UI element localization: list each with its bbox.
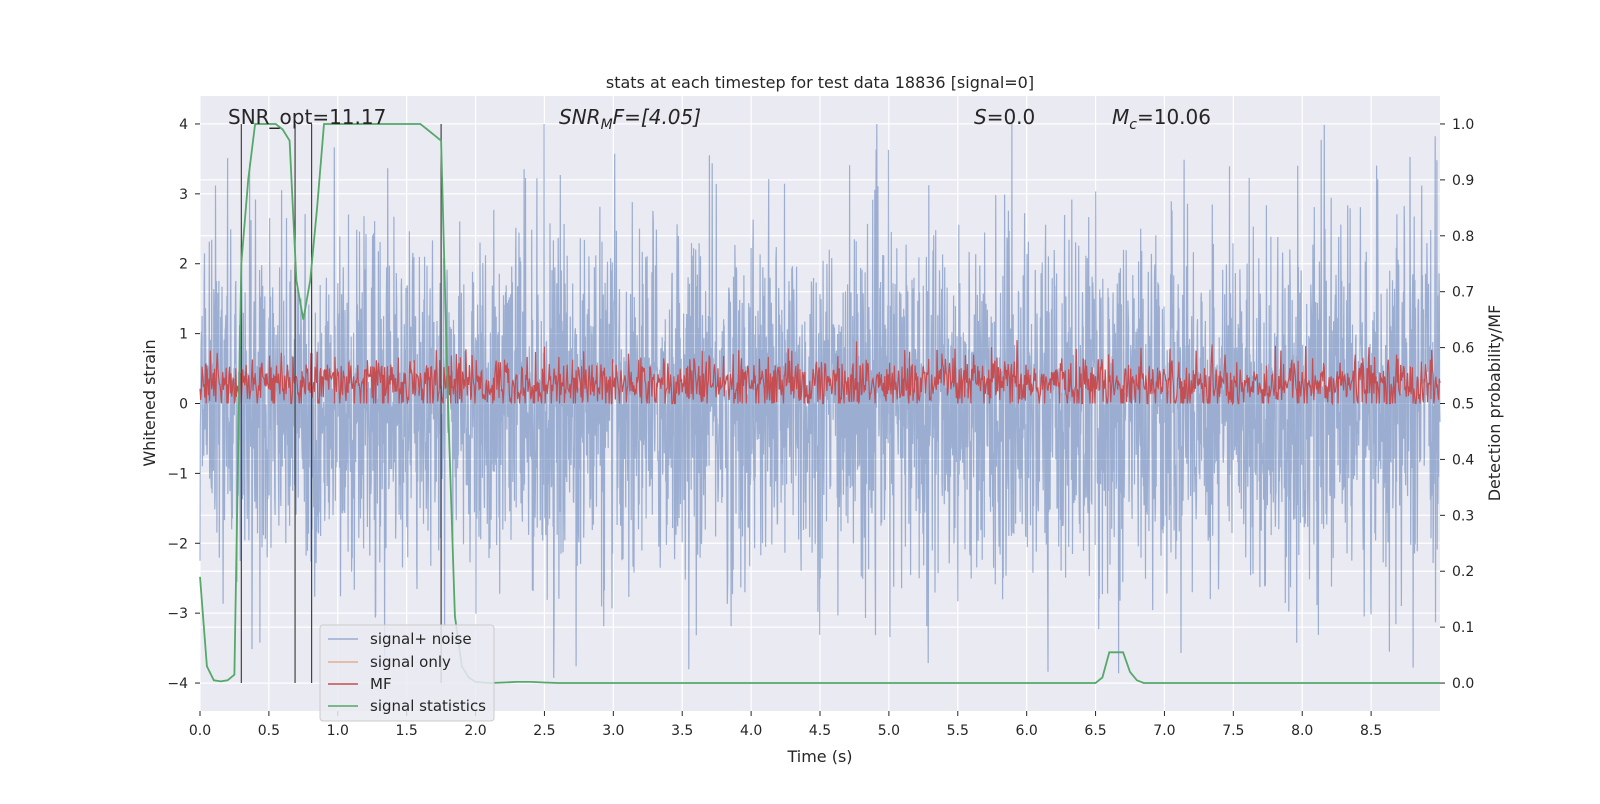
noise-series-layer bbox=[199, 123, 1441, 678]
x-tick-label: 8.5 bbox=[1360, 723, 1382, 739]
x-tick-label: 4.5 bbox=[809, 723, 831, 739]
y-tick-label: −3 bbox=[167, 606, 188, 622]
y-tick-label: 4 bbox=[179, 117, 188, 133]
annotation-snr-mf-base: SNR bbox=[559, 105, 601, 129]
legend-label-signal-only: signal only bbox=[370, 653, 451, 671]
x-tick-label: 6.5 bbox=[1084, 723, 1106, 739]
annotation-mc-sub: c bbox=[1129, 117, 1137, 133]
x-tick-label: 1.0 bbox=[327, 723, 349, 739]
x-tick-label: 7.0 bbox=[1153, 723, 1175, 739]
annotation-snr-mf: SNRMF=[4.05] bbox=[559, 105, 701, 133]
legend-label-signal-statistics: signal statistics bbox=[370, 697, 486, 715]
y-tick-label: 1 bbox=[179, 327, 188, 343]
y-axis-label: Whitened strain bbox=[140, 339, 159, 466]
y2-tick-label: 0.1 bbox=[1452, 620, 1474, 636]
x-tick-label: 0.0 bbox=[189, 723, 211, 739]
x-tick-label: 8.0 bbox=[1291, 723, 1313, 739]
y2-tick-label: 0.7 bbox=[1452, 285, 1474, 301]
annotation-s-base: S bbox=[974, 105, 987, 129]
legend-label-noise: signal+ noise bbox=[370, 630, 472, 648]
x-ticks: 0.0 0.5 1.0 1.5 2.0 2.5 3.0 3.5 4.0 4.5 5.0 5.5 6.0 6… bbox=[189, 711, 1382, 739]
y-tick-label: 0 bbox=[179, 397, 188, 413]
annotation-s-rest: =0.0 bbox=[987, 105, 1036, 129]
y-tick-label: 2 bbox=[179, 257, 188, 273]
annotation-mc-base: M bbox=[1112, 105, 1129, 129]
x-axis-label: Time (s) bbox=[786, 747, 852, 766]
y-tick-label: −1 bbox=[167, 466, 188, 482]
y2-tick-label: 0.8 bbox=[1452, 229, 1474, 245]
y2-ticks: 0.0 0.1 0.2 0.3 0.4 0.5 0.6 0.7 0.8 0.9 1.0 bbox=[1440, 117, 1474, 692]
y2-axis-label: Detection probability/MF bbox=[1485, 305, 1504, 502]
y2-tick-label: 0.3 bbox=[1452, 508, 1474, 524]
series-signal-noise bbox=[199, 123, 1441, 678]
annotation-mc: Mc=10.06 bbox=[1112, 105, 1211, 133]
x-tick-label: 3.0 bbox=[602, 723, 624, 739]
signal-statistics-layer bbox=[199, 123, 1440, 684]
legend-box bbox=[319, 624, 495, 722]
y2-tick-label: 0.0 bbox=[1452, 676, 1474, 692]
annotation-snr-opt: SNR_opt=11.17 bbox=[228, 105, 386, 129]
mf-series-layer bbox=[199, 340, 1441, 406]
x-tick-label: 3.5 bbox=[671, 723, 693, 739]
annotation-s: S=0.0 bbox=[974, 105, 1035, 129]
chart-title: stats at each timestep for test data 188… bbox=[606, 73, 1034, 92]
x-tick-label: 2.0 bbox=[464, 723, 486, 739]
vertical-markers bbox=[240, 123, 442, 684]
y2-tick-label: 0.2 bbox=[1452, 564, 1474, 580]
x-tick-label: 7.5 bbox=[1222, 723, 1244, 739]
x-tick-label: 4.0 bbox=[740, 723, 762, 739]
series-signal-statistics bbox=[199, 123, 1440, 684]
annotation-mc-rest: =10.06 bbox=[1137, 105, 1211, 129]
x-tick-label: 5.5 bbox=[947, 723, 969, 739]
y-ticks: −4 −3 −2 −1 0 1 2 3 4 bbox=[167, 117, 200, 692]
y-tick-label: 3 bbox=[179, 187, 188, 203]
annotation-snr-mf-sub: M bbox=[601, 117, 613, 133]
x-tick-label: 6.0 bbox=[1016, 723, 1038, 739]
series-mf bbox=[199, 340, 1441, 406]
x-tick-label: 5.0 bbox=[878, 723, 900, 739]
y2-tick-label: 0.6 bbox=[1452, 341, 1474, 357]
x-tick-label: 2.5 bbox=[533, 723, 555, 739]
x-tick-label: 1.5 bbox=[396, 723, 418, 739]
y2-tick-label: 0.9 bbox=[1452, 173, 1474, 189]
x-tick-label: 0.5 bbox=[258, 723, 280, 739]
y-tick-label: −4 bbox=[167, 676, 188, 692]
legend: signal+ noise signal only MF signal stat… bbox=[319, 624, 495, 722]
y-tick-label: −2 bbox=[167, 536, 188, 552]
y2-tick-label: 0.4 bbox=[1452, 452, 1474, 468]
annotation-snr-mf-rest: F=[4.05] bbox=[613, 105, 701, 129]
legend-label-mf: MF bbox=[370, 675, 392, 693]
y2-tick-label: 1.0 bbox=[1452, 117, 1474, 133]
y2-tick-label: 0.5 bbox=[1452, 397, 1474, 413]
